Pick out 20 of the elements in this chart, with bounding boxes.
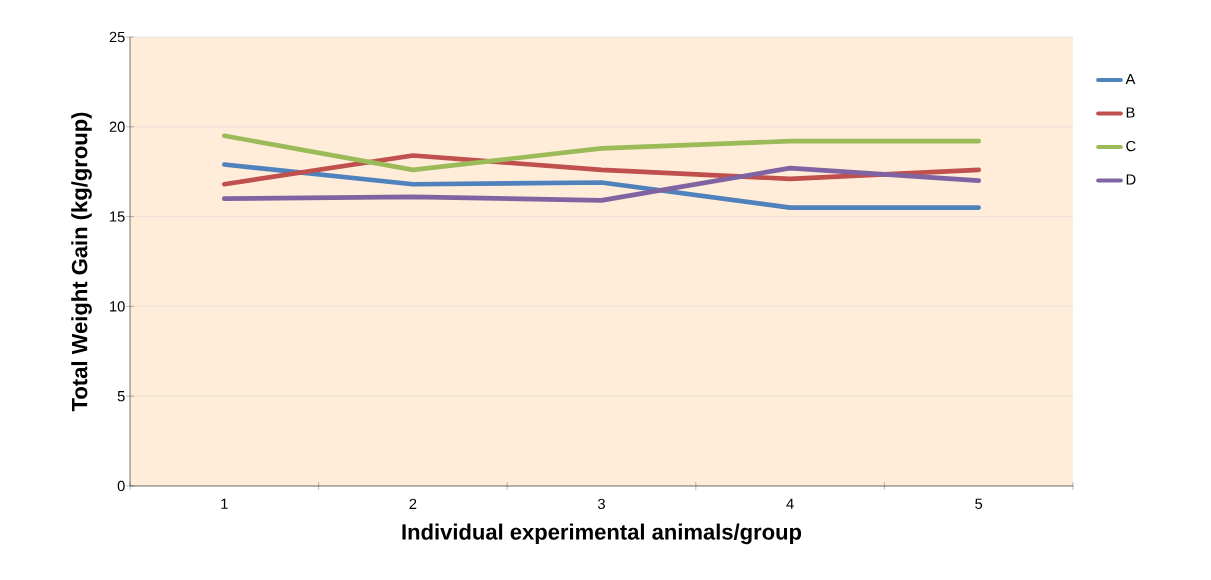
y-tick-label: 5 — [117, 391, 125, 402]
y-tick-label: 20 — [109, 121, 125, 132]
y-axis-title: Total Weight Gain (kg/group) — [71, 112, 92, 412]
legend-label: A — [1125, 74, 1136, 85]
x-tick-label: 1 — [221, 498, 228, 509]
line-series — [221, 133, 982, 173]
legend-label: D — [1126, 174, 1136, 185]
line-series — [221, 165, 982, 203]
x-tick-label: 2 — [409, 498, 417, 509]
y-tick-label: 15 — [110, 211, 125, 222]
y-tick-label: 25 — [109, 31, 125, 43]
x-tick-label: 5 — [975, 498, 983, 509]
x-tick-label: 4 — [786, 498, 794, 509]
legend-label: C — [1126, 140, 1136, 152]
y-tick-label: 10 — [110, 301, 125, 312]
x-axis-title: Individual experimental animals/group — [402, 523, 802, 545]
x-tick-label: 3 — [597, 498, 605, 510]
line-series — [221, 162, 982, 210]
y-tick-label: 0 — [117, 480, 125, 492]
legend-label: B — [1126, 107, 1135, 118]
